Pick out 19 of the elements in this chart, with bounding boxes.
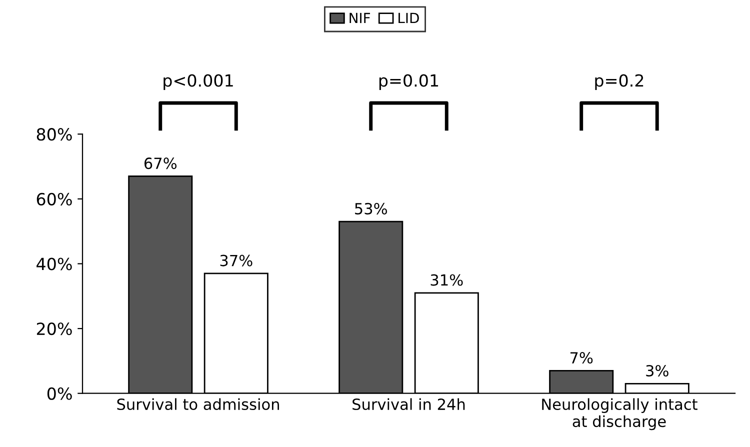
- data-label: 7%: [570, 352, 593, 364]
- y-tick-label: 40%: [36, 258, 72, 270]
- legend-label: LID: [398, 12, 419, 24]
- x-tick-label: Survival in 24h: [352, 398, 465, 410]
- data-label: 31%: [430, 274, 463, 286]
- y-tick-label: 60%: [36, 192, 72, 206]
- y-tick-label: 0%: [47, 387, 72, 400]
- x-tick-label: Neurologically intact at discharge: [542, 398, 698, 430]
- data-label: 53%: [355, 202, 387, 214]
- x-tick-label: Survival to admission: [117, 398, 279, 410]
- text: p<0.001: [164, 74, 233, 90]
- text: p=0.2: [595, 74, 644, 90]
- text: p=0.01: [379, 74, 438, 90]
- data-label: 37%: [220, 254, 252, 266]
- data-label: 67%: [144, 158, 177, 170]
- data-label: 3%: [646, 364, 668, 377]
- y-tick-label: 80%: [36, 128, 72, 141]
- y-tick-label: 20%: [36, 322, 72, 336]
- legend-label: NIF: [350, 12, 370, 24]
